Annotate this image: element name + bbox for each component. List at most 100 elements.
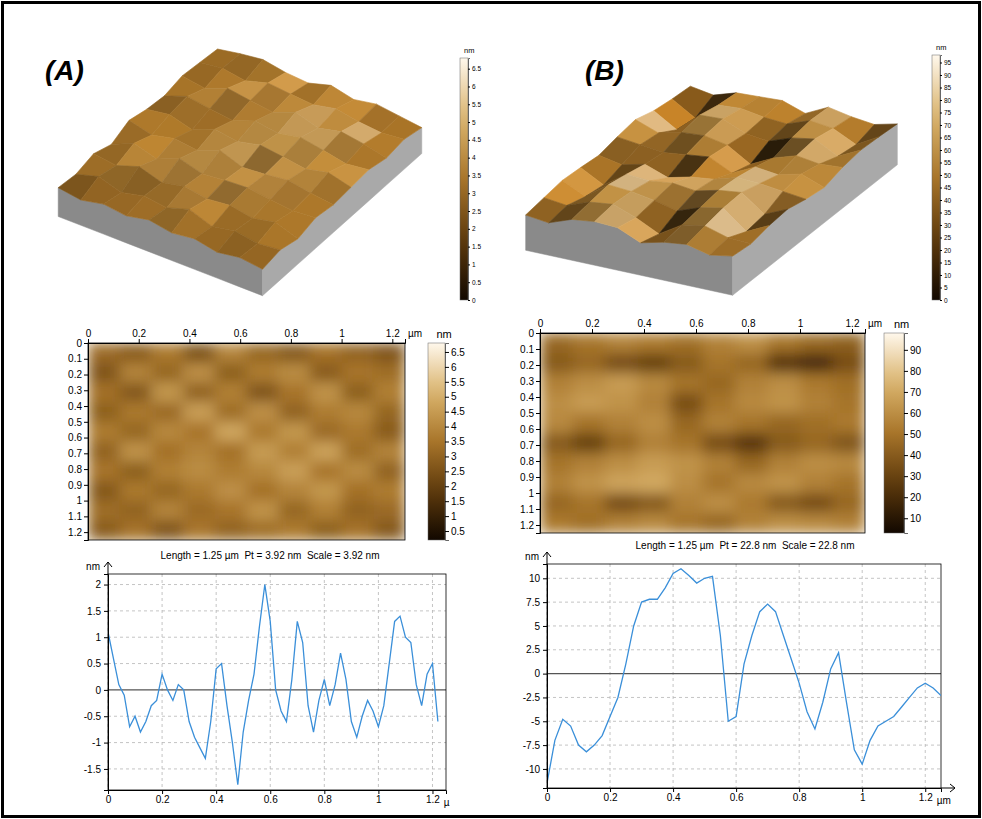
grid-line [925, 564, 926, 788]
heatmap-cell [215, 363, 247, 383]
tick-label: -5 [531, 716, 540, 727]
tick: 95 [940, 59, 952, 66]
heatmap-cell [800, 473, 833, 494]
tick-mark [445, 382, 449, 383]
tick-label: 2 [451, 481, 457, 492]
tick: 60 [904, 408, 922, 419]
tick: 30 [940, 222, 952, 229]
tick: 90 [904, 345, 922, 356]
tick-mark [940, 263, 942, 264]
tick-label: 0.6 [68, 432, 82, 443]
tick: 3 [445, 451, 457, 462]
tick-label: 5 [472, 119, 476, 126]
tick-mark [940, 88, 942, 89]
tick: 0.8 [318, 790, 332, 805]
heatmap-cell [342, 363, 374, 383]
heatmap-cell [278, 402, 310, 422]
tick-label: 3 [451, 451, 457, 462]
heatmap-cell [670, 353, 703, 374]
tick-label: 1.2 [386, 328, 400, 339]
tick: 5.5 [445, 377, 465, 388]
tick-mark [445, 531, 449, 532]
tick-mark [468, 122, 470, 123]
tick: 4.5 [445, 406, 465, 417]
tick-label: 4.5 [451, 406, 465, 417]
tick-label: 0.5 [451, 526, 465, 537]
heatmap-cell [310, 442, 342, 462]
tick-label: 0 [545, 792, 551, 803]
heatmap-cell [183, 481, 215, 501]
tick-label: 1 [798, 318, 804, 329]
heatmap-cell [800, 413, 833, 434]
heatmap [88, 343, 405, 540]
axis: 00.20.40.60.811.2 [86, 328, 406, 344]
tick-label: -1.5 [84, 764, 102, 775]
tick-mark [543, 769, 547, 770]
tick-label: 75 [944, 109, 952, 116]
heatmap-cell [833, 373, 866, 394]
tick-mark [592, 329, 593, 333]
heatmap-cell [120, 442, 152, 462]
tick-mark [904, 434, 908, 435]
tick-mark [536, 397, 540, 398]
tick-label: 5 [944, 284, 948, 291]
tick-label: 1.2 [520, 520, 534, 531]
heatmap-cell [735, 473, 768, 494]
heatmap-cell [768, 393, 801, 414]
tick-mark [84, 469, 88, 470]
heatmap-cell [310, 422, 342, 442]
tick-mark [392, 339, 393, 343]
tick-mark [468, 69, 470, 70]
tick-mark [536, 381, 540, 382]
tick-mark [904, 518, 908, 519]
heatmap-cell [768, 513, 801, 533]
colorbar-label: nm [936, 43, 946, 52]
heatmap-cell [342, 501, 374, 521]
tick: 10 [904, 513, 922, 524]
heatmap-cell [638, 373, 671, 394]
tick-mark [445, 442, 449, 443]
tick: 65 [940, 134, 952, 141]
tick: 0.6 [234, 328, 248, 343]
heatmap-cell [573, 373, 606, 394]
tick-mark [468, 247, 470, 248]
heatmap-cell [768, 493, 801, 514]
heatmap-cell [278, 442, 310, 462]
tick: 60 [940, 147, 952, 154]
tick-label: 0.4 [183, 328, 197, 339]
tick-mark [904, 350, 908, 351]
tick: 0.4 [68, 401, 88, 412]
grid-line [547, 745, 941, 746]
heatmap-cell [88, 343, 120, 363]
tick-label: 20 [910, 492, 922, 503]
tick: 40 [904, 450, 922, 461]
tick: 4.5 [468, 136, 481, 143]
tick-mark [536, 445, 540, 446]
heatmap-cell [342, 461, 374, 481]
tick-label: 0.3 [520, 376, 534, 387]
tick-mark [536, 365, 540, 366]
heatmap-cell [605, 353, 638, 374]
heatmap-cell [605, 393, 638, 414]
heatmap-cell [768, 453, 801, 474]
tick: 5 [445, 391, 457, 402]
tick-mark [104, 585, 108, 586]
heatmap-cell [768, 353, 801, 374]
heatmap-cell [247, 343, 279, 363]
grid-line [108, 637, 446, 638]
tick: 0 [538, 318, 544, 333]
tick-label: 95 [944, 59, 952, 66]
tick: 1 [445, 511, 457, 522]
tick-mark [104, 743, 108, 744]
heatmap-cell [88, 501, 120, 521]
surface-facet [240, 243, 280, 269]
grid-line [108, 716, 446, 717]
tick: 0.6 [520, 424, 540, 435]
grid-line [162, 574, 163, 790]
tick: 1.2 [520, 520, 540, 531]
tick-label: 0.8 [318, 794, 332, 805]
tick: 90 [940, 72, 952, 79]
tick-label: 2 [472, 225, 476, 232]
tick: 0 [468, 297, 476, 304]
tick-mark [940, 138, 942, 139]
